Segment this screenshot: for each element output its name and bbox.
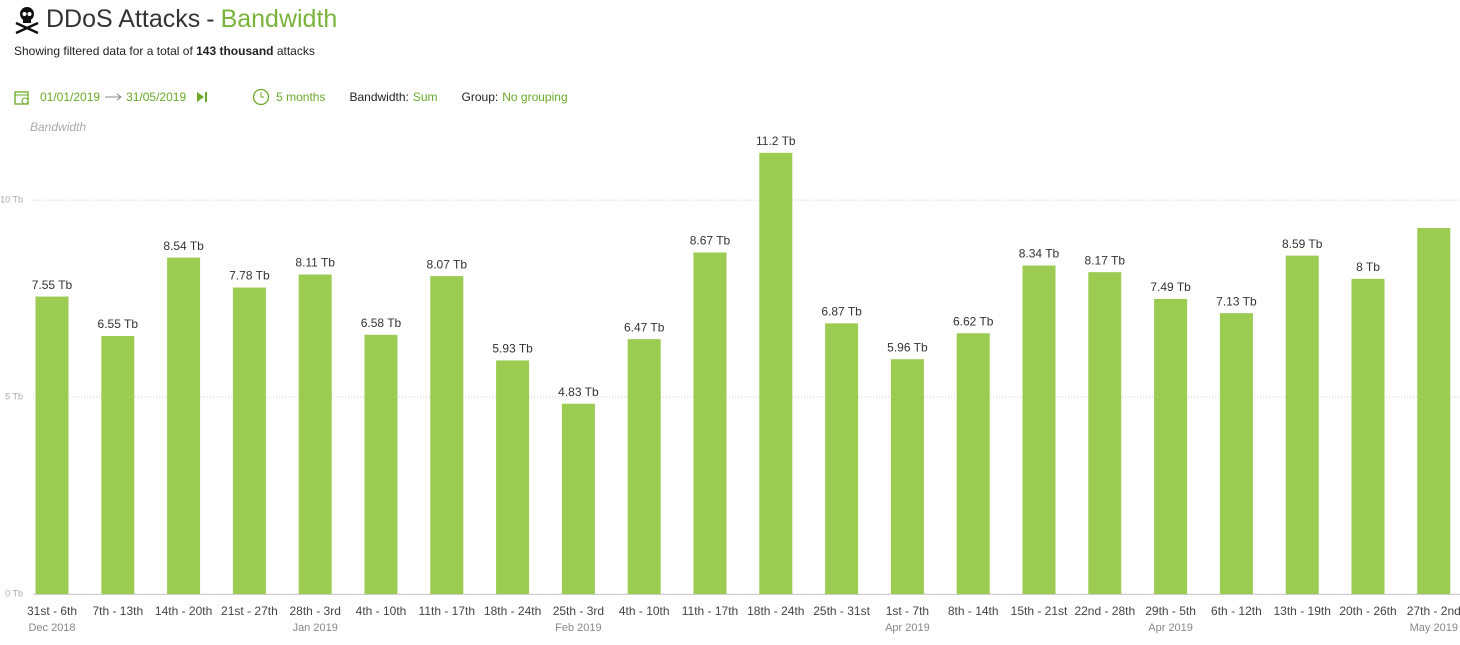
x-tick-label: 11th - 17th bbox=[682, 604, 738, 618]
y-axis-label: Bandwidth bbox=[30, 120, 86, 134]
bar bbox=[1285, 255, 1319, 594]
title-accent: Bandwidth bbox=[220, 4, 338, 33]
value-label: 8.54 Tb bbox=[163, 239, 204, 253]
value-label: 7.49 Tb bbox=[1150, 280, 1191, 294]
value-label: 8.34 Tb bbox=[1019, 247, 1060, 261]
metric-label: Bandwidth: bbox=[349, 90, 409, 104]
value-label: 5.93 Tb bbox=[492, 342, 533, 356]
x-tick-label: 22nd - 28th bbox=[1074, 604, 1135, 618]
value-label: 8.67 Tb bbox=[690, 234, 731, 248]
x-tick-label: 31st - 6th bbox=[27, 604, 77, 618]
y-tick-label: 0 Tb bbox=[5, 588, 23, 598]
value-label: 5.96 Tb bbox=[887, 340, 928, 354]
x-tick-label: 20th - 26th bbox=[1339, 604, 1396, 618]
value-label: 4.83 Tb bbox=[558, 385, 599, 399]
bar bbox=[890, 359, 924, 594]
subtitle: Showing filtered data for a total of 143… bbox=[14, 44, 337, 58]
bar bbox=[561, 403, 595, 594]
period[interactable]: 5 months bbox=[276, 90, 326, 104]
bar bbox=[627, 339, 661, 594]
arrow-icon bbox=[105, 93, 122, 101]
bar bbox=[101, 335, 135, 594]
value-label: 8.11 Tb bbox=[295, 256, 335, 270]
bar bbox=[167, 257, 201, 594]
x-tick-label: 29th - 5th bbox=[1145, 604, 1196, 618]
x-group-label: Dec 2018 bbox=[28, 622, 75, 634]
bar bbox=[1351, 278, 1385, 594]
title: DDoS Attacks bbox=[46, 4, 201, 33]
value-label: 7.13 Tb bbox=[1216, 294, 1257, 308]
date-to[interactable]: 31/05/2019 bbox=[126, 90, 187, 104]
x-tick-label: 13th - 19th bbox=[1274, 604, 1331, 618]
value-label: 6.87 Tb bbox=[821, 305, 862, 319]
bar bbox=[1154, 298, 1188, 594]
bar bbox=[298, 274, 332, 594]
x-tick-label: 11th - 17th bbox=[419, 604, 475, 618]
value-label: 7.78 Tb bbox=[229, 269, 270, 283]
header: DDoS Attacks - Bandwidth Showing filtere… bbox=[14, 4, 337, 59]
x-tick-label: 15th - 21st bbox=[1011, 604, 1068, 618]
bar bbox=[759, 152, 793, 595]
value-label: 6.55 Tb bbox=[98, 317, 139, 331]
x-tick-label: 6th - 12th bbox=[1211, 604, 1262, 618]
subtitle-count: 143 thousand bbox=[196, 44, 274, 58]
x-tick-label: 4th - 10th bbox=[619, 604, 670, 618]
value-label: 8 Tb bbox=[1356, 260, 1380, 274]
group-value[interactable]: No grouping bbox=[502, 90, 568, 104]
value-label: 6.47 Tb bbox=[624, 320, 665, 334]
x-tick-label: 18th - 24th bbox=[484, 604, 541, 618]
x-group-label: Apr 2019 bbox=[1148, 622, 1193, 634]
y-tick-label: 10 Tb bbox=[0, 194, 23, 204]
value-label: 8.59 Tb bbox=[1282, 237, 1323, 251]
value-label: 8.17 Tb bbox=[1085, 253, 1126, 267]
filter-bar: 01/01/2019 31/05/2019 5 months Bandwidth… bbox=[14, 88, 568, 106]
bar bbox=[956, 333, 990, 594]
value-label: 11.2 Tb bbox=[756, 134, 796, 148]
x-group-label: Jan 2019 bbox=[293, 622, 338, 634]
value-label: 7.55 Tb bbox=[32, 278, 73, 292]
value-label: 6.62 Tb bbox=[953, 314, 994, 328]
bar bbox=[364, 334, 398, 594]
bar bbox=[1219, 313, 1253, 594]
play-icon[interactable] bbox=[186, 91, 210, 103]
bar bbox=[496, 360, 530, 594]
x-tick-label: 1st - 7th bbox=[886, 604, 929, 618]
x-group-label: Apr 2019 bbox=[885, 622, 930, 634]
group-label: Group: bbox=[461, 90, 499, 104]
x-tick-label: 21st - 27th bbox=[221, 604, 278, 618]
x-group-label: Feb 2019 bbox=[555, 622, 601, 634]
bar bbox=[35, 296, 69, 594]
x-tick-label: 28th - 3rd bbox=[290, 604, 341, 618]
bar bbox=[430, 276, 464, 594]
bar bbox=[1022, 265, 1056, 594]
skull-icon bbox=[15, 7, 39, 34]
bar bbox=[1417, 228, 1451, 594]
x-tick-label: 25th - 31st bbox=[813, 604, 870, 618]
x-group-label: May 2019 bbox=[1410, 622, 1458, 634]
subtitle-text: Showing filtered data for a total of bbox=[14, 44, 193, 58]
bar bbox=[232, 287, 266, 594]
title-row: DDoS Attacks - Bandwidth bbox=[14, 4, 337, 34]
clock-icon bbox=[252, 88, 270, 106]
x-tick-label: 18th - 24th bbox=[747, 604, 804, 618]
date-from[interactable]: 01/01/2019 bbox=[40, 90, 101, 104]
subtitle-text: attacks bbox=[276, 44, 315, 58]
x-tick-label: 7th - 13th bbox=[92, 604, 143, 618]
x-tick-label: 8th - 14th bbox=[948, 604, 999, 618]
x-tick-label: 14th - 20th bbox=[155, 604, 212, 618]
x-tick-label: 4th - 10th bbox=[356, 604, 407, 618]
x-tick-label: 27th - 2nd bbox=[1407, 604, 1460, 618]
bar bbox=[1088, 272, 1122, 594]
x-tick-label: 25th - 3rd bbox=[553, 604, 604, 618]
bar bbox=[693, 252, 727, 594]
metric-value[interactable]: Sum bbox=[412, 90, 438, 104]
value-label: 6.58 Tb bbox=[361, 316, 402, 330]
bar bbox=[825, 323, 859, 594]
title-separator: - bbox=[206, 4, 215, 33]
value-label: 8.07 Tb bbox=[427, 257, 468, 271]
y-tick-label: 5 Tb bbox=[5, 391, 23, 401]
calendar-icon[interactable] bbox=[14, 89, 30, 105]
